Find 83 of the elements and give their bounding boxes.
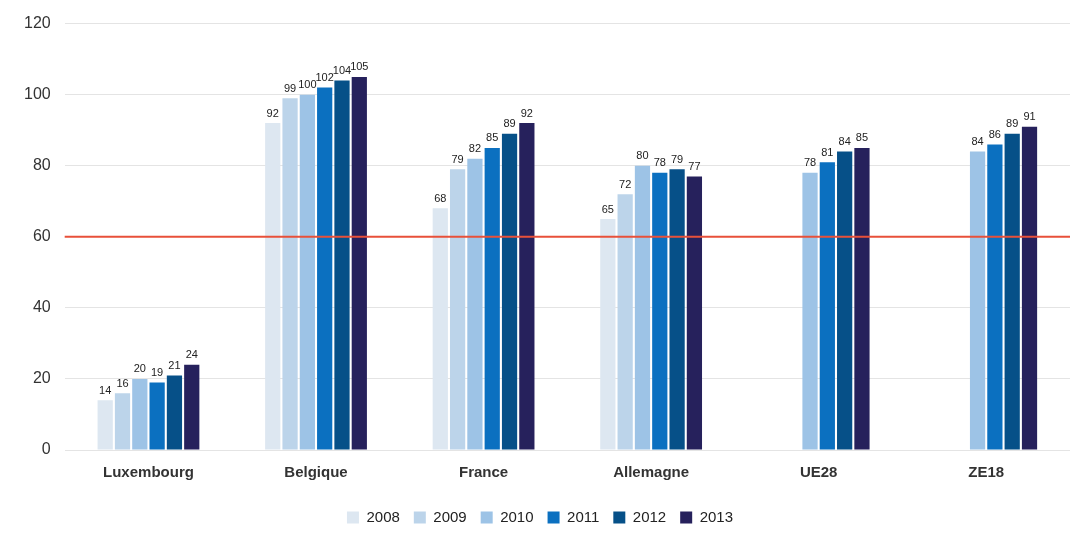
bar — [432, 208, 448, 450]
bar — [819, 162, 835, 450]
bar — [600, 219, 616, 450]
x-tick-label: Luxembourg — [103, 463, 194, 481]
data-label: 19 — [151, 366, 164, 379]
bar — [634, 165, 651, 450]
bar — [351, 76, 367, 450]
legend-label: 2011 — [567, 507, 600, 525]
data-label: 79 — [451, 152, 464, 165]
data-label: 91 — [1023, 110, 1036, 123]
bar — [1021, 126, 1038, 450]
legend-label: 2009 — [433, 507, 467, 525]
data-label: 85 — [855, 131, 869, 144]
data-label: 102 — [315, 71, 334, 84]
bar — [987, 144, 1003, 450]
bar — [184, 364, 200, 450]
bar — [132, 378, 148, 450]
data-label: 85 — [486, 131, 499, 144]
bar — [652, 172, 668, 450]
legend-label: 2012 — [632, 507, 667, 525]
bar — [686, 176, 703, 450]
bar — [837, 151, 853, 450]
bar — [484, 147, 500, 450]
bar — [449, 169, 466, 450]
bar — [501, 133, 518, 450]
data-label: 78 — [653, 156, 666, 169]
data-label: 16 — [116, 376, 129, 389]
y-tick-label: 40 — [32, 298, 51, 316]
x-tick-label: Belgique — [284, 463, 348, 481]
data-label: 79 — [670, 152, 684, 165]
y-tick-label: 0 — [41, 440, 51, 458]
bar — [97, 400, 113, 450]
y-tick-label: 60 — [32, 227, 51, 245]
x-tick-label: ZE18 — [968, 463, 1005, 481]
bar — [519, 123, 535, 450]
data-label: 78 — [803, 156, 817, 169]
data-label: 104 — [332, 63, 352, 76]
bar — [802, 172, 818, 450]
data-label: 92 — [266, 106, 279, 119]
data-label: 92 — [520, 106, 533, 119]
data-label: 84 — [971, 135, 984, 148]
bar — [467, 158, 483, 450]
bar — [317, 87, 333, 450]
legend-label: 2010 — [500, 507, 534, 525]
legend-label: 2008 — [366, 507, 400, 525]
y-tick-label: 80 — [32, 156, 51, 174]
bar — [617, 194, 633, 450]
data-label: 72 — [619, 177, 632, 190]
data-label: 84 — [838, 135, 851, 148]
data-label: 89 — [503, 117, 516, 130]
bar — [669, 169, 685, 450]
data-label: 24 — [185, 348, 198, 361]
data-label: 20 — [133, 362, 146, 375]
bar — [854, 147, 870, 450]
bar — [149, 382, 165, 450]
bar — [1004, 133, 1020, 450]
y-tick-label: 100 — [23, 85, 51, 103]
bar — [265, 123, 281, 450]
bar — [166, 375, 183, 450]
y-tick-label: 120 — [23, 14, 51, 32]
bar — [282, 98, 298, 450]
data-label: 100 — [298, 78, 317, 91]
bar — [969, 151, 986, 450]
data-label: 68 — [434, 191, 447, 204]
x-tick-label: Allemagne — [613, 463, 690, 481]
y-tick-label: 20 — [32, 369, 51, 387]
bar — [299, 94, 315, 450]
x-tick-label: UE28 — [799, 463, 838, 481]
bar — [114, 393, 131, 450]
data-label: 89 — [1006, 117, 1019, 130]
data-label: 80 — [636, 149, 649, 162]
data-label: 99 — [283, 81, 297, 94]
bar — [334, 80, 350, 450]
legend-label: 2013 — [699, 507, 734, 525]
data-label: 77 — [688, 159, 701, 172]
data-label: 105 — [350, 60, 369, 73]
data-label: 82 — [468, 142, 482, 155]
data-label: 65 — [601, 202, 614, 215]
data-label: 21 — [168, 358, 181, 371]
data-label: 81 — [821, 145, 834, 158]
data-label: 86 — [988, 127, 1002, 140]
data-label: 14 — [99, 383, 112, 396]
x-tick-label: France — [458, 463, 509, 481]
